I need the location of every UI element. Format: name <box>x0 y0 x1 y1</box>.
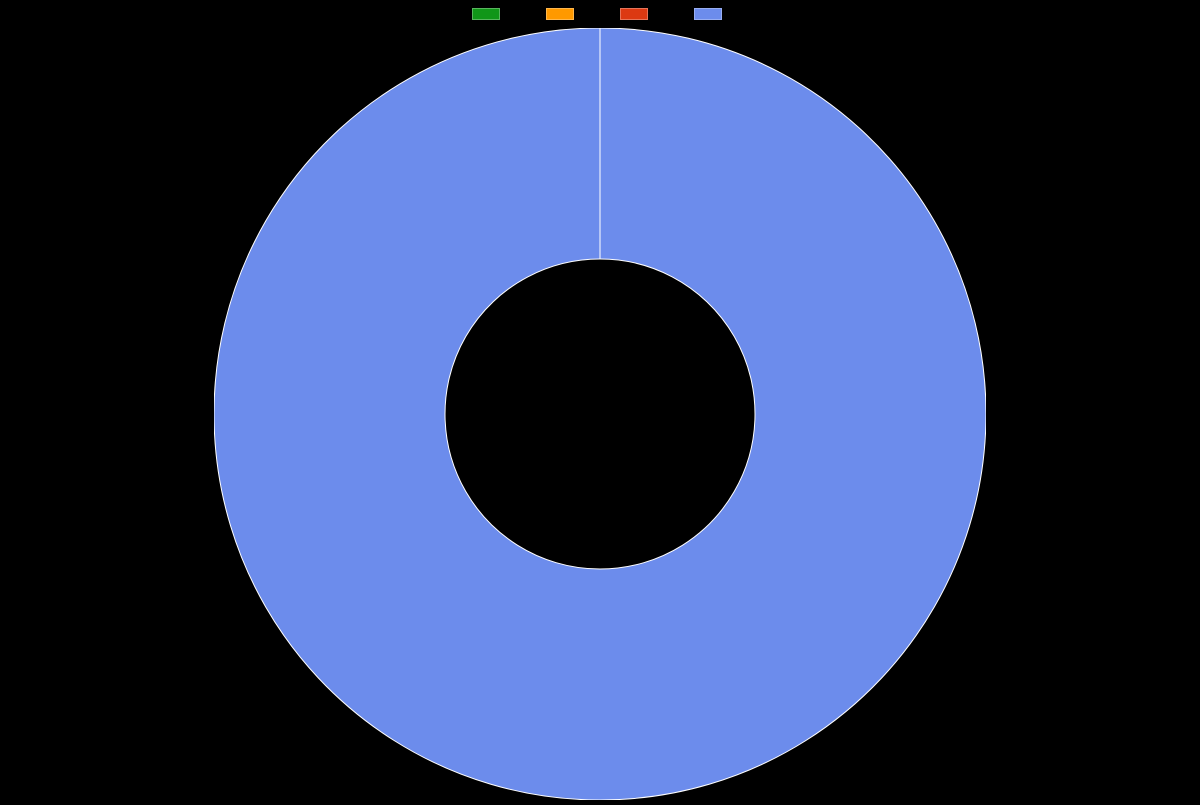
legend-swatch-2 <box>620 8 648 20</box>
legend-item-0[interactable] <box>472 8 506 20</box>
legend-item-3[interactable] <box>694 8 728 20</box>
donut-chart <box>214 28 986 800</box>
chart-legend <box>472 8 728 20</box>
legend-item-2[interactable] <box>620 8 654 20</box>
legend-item-1[interactable] <box>546 8 580 20</box>
legend-swatch-1 <box>546 8 574 20</box>
donut-svg <box>214 28 986 800</box>
legend-swatch-3 <box>694 8 722 20</box>
legend-swatch-0 <box>472 8 500 20</box>
